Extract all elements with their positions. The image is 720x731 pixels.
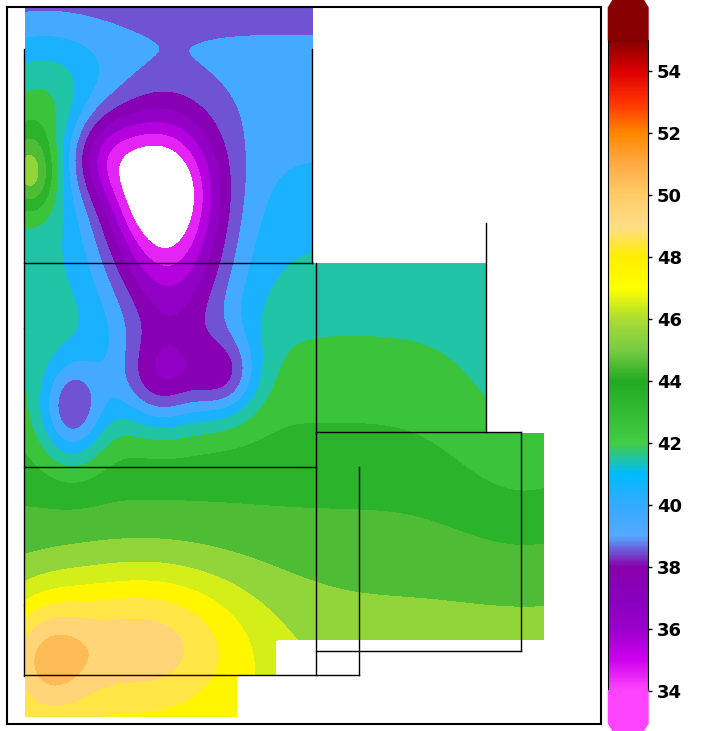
FancyArrow shape	[608, 691, 648, 731]
FancyArrow shape	[608, 0, 648, 40]
